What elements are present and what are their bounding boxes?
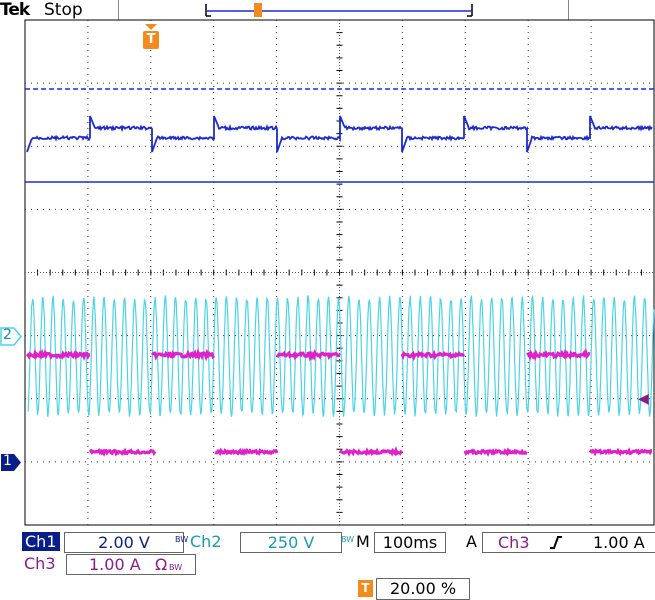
rising-edge-icon <box>550 536 562 549</box>
ch2-waveform <box>27 294 655 418</box>
horizontal-scale[interactable]: 100ms <box>374 532 446 553</box>
trigger-readout[interactable]: Ch3 1.00 A <box>482 532 655 553</box>
ch3-waveform-segment <box>338 446 404 457</box>
waveform-display[interactable] <box>0 0 655 530</box>
trigger-level: 1.00 A <box>593 533 645 552</box>
ch2-ground-marker[interactable]: 2 <box>0 327 22 346</box>
ch3-label: Ch3 <box>24 554 56 573</box>
ch3-waveform-segment <box>588 447 653 457</box>
ch1-bw-limit-icon: BW <box>175 535 189 544</box>
ch1-readout[interactable]: Ch1 <box>22 532 60 552</box>
trigger-mode: A <box>466 532 477 551</box>
ch3-waveform-segment <box>25 348 91 361</box>
brand-logo: Tek <box>0 0 30 20</box>
ch3-waveform-segment <box>275 349 341 362</box>
ch3-waveform-segment <box>151 347 216 362</box>
ch3-waveform-segment <box>525 347 591 362</box>
trigger-level-arrow-icon[interactable]: ◀ <box>638 391 649 407</box>
ch3-impedance: Ω <box>155 555 168 574</box>
header-divider <box>568 0 569 20</box>
acquisition-state: Stop <box>44 0 83 20</box>
ch3-waveform-segment <box>463 447 528 457</box>
ch1-waveform <box>26 115 653 153</box>
ch2-scale[interactable]: 250 V <box>240 532 342 553</box>
trigger-position-value[interactable]: 20.00 % <box>376 578 470 600</box>
trigger-position-readout-icon: T <box>358 580 373 597</box>
center-axis-ticks <box>24 19 642 526</box>
ch3-bw-limit-icon: BW <box>169 563 183 572</box>
trigger-source: Ch3 <box>498 533 530 552</box>
header-divider <box>118 0 119 20</box>
ch1-scale[interactable]: 2.00 V <box>64 532 184 553</box>
trigger-position-icon[interactable]: T <box>143 24 159 50</box>
ch2-bw-limit-icon: BW <box>341 535 355 544</box>
ch3-waveform-segment <box>214 447 279 457</box>
trigger-position-label: T <box>146 32 156 47</box>
ch1-label: Ch1 <box>22 532 60 551</box>
horizontal-label: M <box>356 532 370 551</box>
ch2-label: Ch2 <box>190 532 222 551</box>
ch1-ground-marker[interactable]: 1 <box>0 453 22 472</box>
ch3-waveform-segment <box>88 447 157 457</box>
record-position-bar <box>205 3 473 17</box>
ch3-scale[interactable]: 1.00 A Ω BW <box>66 554 196 575</box>
ch3-waveform-segment <box>400 349 466 362</box>
